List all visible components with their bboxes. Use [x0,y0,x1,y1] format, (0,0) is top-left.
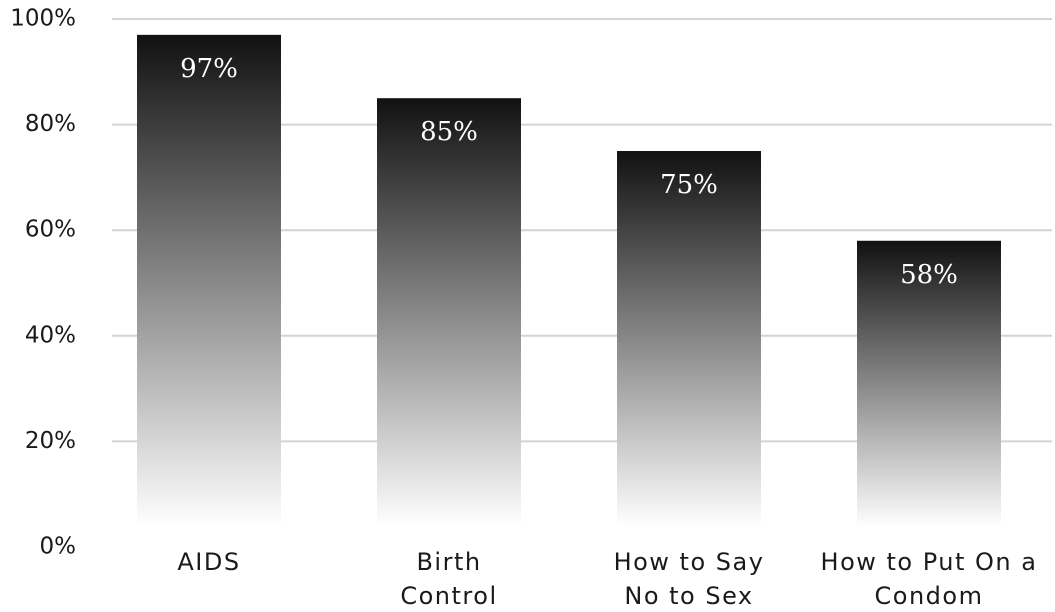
y-tick-label: 100% [10,6,76,32]
category-label: Birth Control [400,548,497,610]
category-label: AIDS [177,548,240,576]
bar [617,151,761,527]
y-tick-label: 0% [40,534,77,560]
bar-value-label: 75% [660,170,718,200]
bar [137,34,281,528]
y-tick-label: 20% [25,428,76,454]
bar [377,98,521,527]
y-tick-label: 40% [25,322,76,348]
category-label: How to Put On a Condom [821,548,1038,610]
bar-value-label: 97% [180,54,238,84]
bars [137,34,1001,528]
y-tick-label: 60% [25,217,76,243]
category-labels: AIDS Birth Control How to Say No to Sex How t… [177,548,1038,610]
y-tick-label: 80% [25,111,76,137]
bar-value-labels: 97% 85% 75% 58% [180,54,958,290]
category-label: How to Say No to Sex [614,548,765,610]
bar [857,240,1001,527]
y-axis-tick-labels: 0% 20% 40% 60% 80% 100% [10,6,76,560]
bar-value-label: 85% [420,117,478,147]
bar-value-label: 58% [900,260,958,290]
